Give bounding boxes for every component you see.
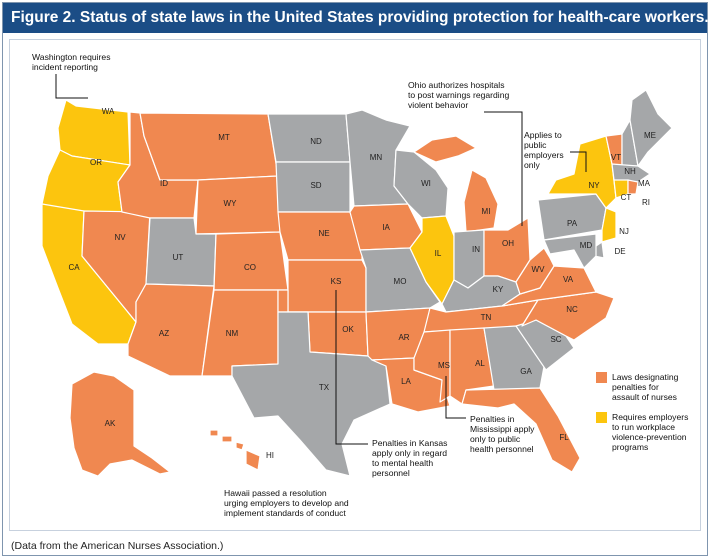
label-vt: VT bbox=[611, 153, 621, 162]
label-al: AL bbox=[475, 359, 485, 368]
label-az: AZ bbox=[159, 329, 169, 338]
state-ks bbox=[287, 259, 367, 313]
label-ne: NE bbox=[318, 229, 329, 238]
label-ks: KS bbox=[331, 277, 342, 286]
label-ma: MA bbox=[638, 179, 651, 188]
label-id: ID bbox=[160, 179, 168, 188]
state-az bbox=[127, 283, 215, 377]
label-wi: WI bbox=[421, 179, 431, 188]
label-fl: FL bbox=[559, 433, 569, 442]
label-wa: WA bbox=[102, 107, 115, 116]
label-mo: MO bbox=[394, 277, 407, 286]
state-mi bbox=[463, 169, 499, 233]
label-de: DE bbox=[614, 247, 625, 256]
leader-ohio bbox=[484, 111, 523, 226]
annotation-ohio: Ohio authorizes hospitals to post warnin… bbox=[408, 80, 512, 110]
label-or: OR bbox=[90, 158, 102, 167]
label-ia: IA bbox=[382, 223, 390, 232]
label-tx: TX bbox=[319, 383, 330, 392]
annotation-mississippi: Penalties in Mississippi apply only to p… bbox=[470, 414, 537, 454]
state-mi-upper bbox=[413, 135, 477, 163]
annotation-newyork: Applies to public employers only bbox=[524, 130, 566, 170]
label-ny: NY bbox=[588, 181, 600, 190]
label-nj: NJ bbox=[619, 227, 629, 236]
label-ct: CT bbox=[621, 193, 632, 202]
label-md: MD bbox=[580, 241, 593, 250]
label-nv: NV bbox=[114, 233, 126, 242]
state-ma bbox=[611, 163, 651, 183]
label-co: CO bbox=[244, 263, 256, 272]
label-mn: MN bbox=[370, 153, 383, 162]
label-oh: OH bbox=[502, 239, 514, 248]
state-tx bbox=[231, 311, 391, 477]
label-pa: PA bbox=[567, 219, 578, 228]
label-sd: SD bbox=[310, 181, 321, 190]
label-ga: GA bbox=[520, 367, 532, 376]
label-ca: CA bbox=[68, 263, 80, 272]
legend-swatch-yellow bbox=[596, 412, 607, 423]
label-ms: MS bbox=[438, 361, 450, 370]
legend-label-orange: Laws designating penalties for assault o… bbox=[612, 372, 681, 402]
state-hi-1 bbox=[209, 429, 219, 437]
label-sc: SC bbox=[550, 335, 561, 344]
label-wv: WV bbox=[532, 265, 546, 274]
legend-swatch-orange bbox=[596, 372, 607, 383]
label-me: ME bbox=[644, 131, 656, 140]
state-ri bbox=[627, 179, 639, 195]
state-me bbox=[629, 89, 673, 167]
label-la: LA bbox=[401, 377, 411, 386]
legend-label-yellow: Requires employers to run workplace viol… bbox=[612, 412, 691, 452]
state-hi-3 bbox=[235, 441, 245, 451]
map-panel: WA OR CA NV ID MT WY UT CO AZ NM ND SD N… bbox=[9, 39, 701, 531]
label-nc: NC bbox=[566, 305, 578, 314]
label-hi: HI bbox=[266, 451, 274, 460]
figure-title: Figure 2. Status of state laws in the Un… bbox=[3, 3, 709, 33]
state-nd bbox=[267, 113, 351, 163]
annotation-hawaii: Hawaii passed a resolution urging employ… bbox=[224, 488, 351, 518]
state-pa bbox=[537, 193, 607, 241]
label-ar: AR bbox=[398, 333, 409, 342]
state-co bbox=[213, 231, 289, 291]
label-ky: KY bbox=[493, 285, 504, 294]
label-nm: NM bbox=[226, 329, 239, 338]
label-nh: NH bbox=[624, 167, 636, 176]
annotation-kansas: Penalties in Kansas apply only in regard… bbox=[372, 438, 450, 478]
us-map: WA OR CA NV ID MT WY UT CO AZ NM ND SD N… bbox=[32, 52, 691, 518]
label-wy: WY bbox=[224, 199, 238, 208]
label-tn: TN bbox=[481, 313, 492, 322]
leader-newyork bbox=[570, 151, 587, 172]
annotation-washington: Washington requires incident reporting bbox=[32, 52, 113, 72]
label-ri: RI bbox=[642, 198, 650, 207]
label-il: IL bbox=[435, 249, 442, 258]
state-wy bbox=[195, 175, 281, 235]
label-mt: MT bbox=[218, 133, 230, 142]
label-mi: MI bbox=[482, 207, 491, 216]
leader-kansas bbox=[335, 290, 368, 445]
leader-washington bbox=[55, 74, 88, 99]
label-in: IN bbox=[472, 245, 480, 254]
state-fl bbox=[461, 387, 581, 473]
source-note: (Data from the American Nurses Associati… bbox=[11, 540, 224, 552]
label-nd: ND bbox=[310, 137, 322, 146]
state-hi-2 bbox=[221, 435, 233, 443]
state-ak bbox=[69, 371, 171, 477]
label-ak: AK bbox=[105, 419, 116, 428]
state-hi-4 bbox=[245, 449, 261, 471]
state-nj bbox=[601, 207, 617, 243]
state-md bbox=[543, 233, 597, 269]
label-ut: UT bbox=[173, 253, 184, 262]
state-mt bbox=[139, 112, 279, 181]
label-ok: OK bbox=[342, 325, 354, 334]
leader-mississippi bbox=[445, 376, 466, 419]
state-wv bbox=[515, 247, 555, 295]
label-va: VA bbox=[563, 275, 574, 284]
state-nm bbox=[201, 289, 279, 377]
